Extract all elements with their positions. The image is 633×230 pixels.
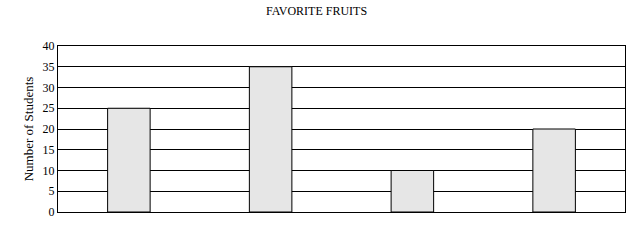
svg-text:0: 0 [49,205,55,219]
svg-text:40: 40 [43,39,55,53]
svg-text:35: 35 [43,60,55,74]
svg-text:15: 15 [43,143,55,157]
svg-text:5: 5 [49,184,55,198]
svg-text:FAVORITE FRUITS: FAVORITE FRUITS [266,4,367,18]
svg-text:Number of Students: Number of Students [21,77,36,182]
svg-text:20: 20 [43,122,55,136]
svg-text:25: 25 [43,101,55,115]
svg-text:10: 10 [43,164,55,178]
svg-text:30: 30 [43,81,55,95]
